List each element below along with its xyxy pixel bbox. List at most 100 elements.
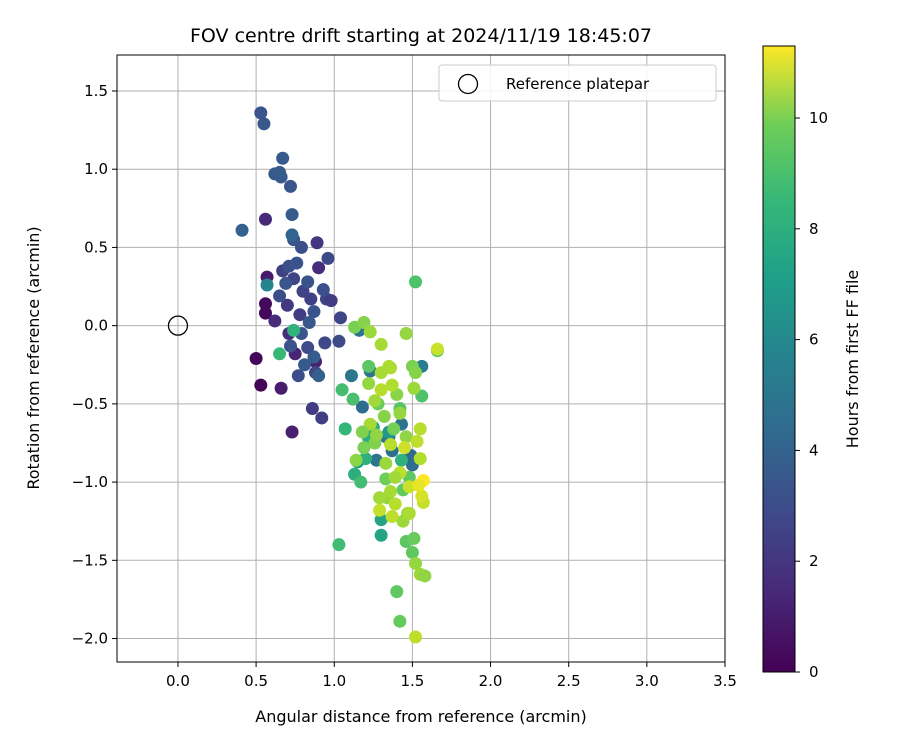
data-point (332, 334, 346, 348)
data-point (307, 305, 321, 319)
data-point (384, 438, 398, 452)
data-point (276, 151, 290, 165)
data-point (254, 378, 268, 392)
data-point (388, 470, 402, 484)
y-tick-label: 0.0 (84, 317, 108, 335)
data-point (430, 342, 444, 356)
data-point (363, 325, 377, 339)
data-point (316, 283, 330, 297)
colorbar-tick-label: 10 (809, 109, 828, 127)
data-point (407, 381, 421, 395)
colorbar-ticks: 0 2 4 6 8 10 (795, 109, 828, 681)
data-point (393, 406, 407, 420)
colorbar: 0 2 4 6 8 10 Hours from first FF file (762, 45, 862, 681)
y-tick-label: −1.0 (72, 473, 108, 491)
data-point (413, 422, 427, 436)
data-point (384, 361, 398, 375)
data-point (258, 297, 272, 311)
data-point (354, 475, 368, 489)
data-point (369, 428, 383, 442)
colorbar-tick-label: 0 (809, 663, 819, 681)
data-point (290, 256, 304, 270)
data-point (273, 165, 287, 179)
legend-box (438, 64, 717, 102)
data-point (355, 400, 369, 414)
data-point (373, 491, 387, 505)
data-point (334, 311, 348, 325)
data-point (280, 298, 294, 312)
data-point (312, 261, 326, 275)
y-axis-ticks: 1.5 1.0 0.5 0.0 −0.5 −1.0 −1.5 −2.0 (72, 82, 117, 648)
data-point (418, 569, 432, 583)
data-point (393, 614, 407, 628)
data-point (338, 422, 352, 436)
colorbar-tick-label: 6 (809, 331, 819, 349)
x-tick-label: 2.5 (557, 672, 581, 690)
x-tick-label: 1.5 (400, 672, 424, 690)
reference-marker-layer (167, 315, 189, 336)
data-point (274, 381, 288, 395)
data-point (344, 369, 358, 383)
chart-title: FOV centre drift starting at 2024/11/19 … (190, 25, 652, 47)
x-axis-label: Angular distance from reference (arcmin) (255, 707, 586, 726)
legend-label-reference-platepar: Reference platepar (506, 75, 650, 93)
legend-reference-marker (457, 73, 479, 95)
data-point (260, 278, 274, 292)
data-point (346, 392, 360, 406)
y-tick-label: 0.5 (84, 238, 108, 256)
x-tick-label: 3.5 (713, 672, 737, 690)
data-point (357, 441, 371, 455)
legend: Reference platepar (438, 64, 717, 102)
data-point (357, 316, 371, 330)
x-tick-label: 0.5 (244, 672, 268, 690)
data-point (349, 453, 363, 467)
data-point (285, 425, 299, 439)
data-points (235, 106, 444, 644)
data-point (301, 275, 315, 289)
data-point (409, 275, 423, 289)
data-point (362, 377, 376, 391)
data-point (318, 336, 332, 350)
data-point (390, 585, 404, 599)
data-point (385, 510, 399, 524)
data-point (305, 402, 319, 416)
data-point (379, 456, 393, 470)
x-tick-label: 3.0 (635, 672, 659, 690)
data-point (409, 556, 423, 570)
data-point (298, 358, 312, 372)
data-point (407, 531, 421, 545)
colorbar-tick-label: 4 (809, 441, 819, 459)
data-point (285, 228, 299, 242)
data-point (409, 366, 423, 380)
data-point (249, 352, 263, 365)
data-point (273, 289, 287, 303)
data-point (312, 369, 326, 383)
y-tick-label: −2.0 (72, 630, 108, 648)
y-tick-label: −1.5 (72, 551, 108, 569)
data-point (285, 208, 299, 222)
colorbar-gradient (762, 45, 796, 673)
data-point (409, 630, 423, 644)
data-point (332, 538, 346, 552)
colorbar-tick-label: 2 (809, 552, 819, 570)
data-point (321, 251, 335, 265)
data-point (257, 117, 271, 131)
data-point (405, 545, 419, 559)
data-point (398, 441, 412, 455)
data-point (294, 240, 308, 254)
colorbar-tick-label: 8 (809, 220, 819, 238)
data-point (412, 478, 426, 492)
reference-platepar-marker (167, 315, 189, 336)
y-tick-label: 1.0 (84, 160, 108, 178)
data-point (258, 212, 272, 226)
data-point (394, 453, 408, 467)
data-point (402, 506, 416, 520)
data-point (324, 294, 338, 308)
data-point (355, 425, 369, 439)
data-point (293, 308, 307, 322)
data-point (373, 503, 387, 517)
data-point (291, 369, 305, 383)
data-point (388, 497, 402, 511)
data-point (283, 179, 297, 193)
